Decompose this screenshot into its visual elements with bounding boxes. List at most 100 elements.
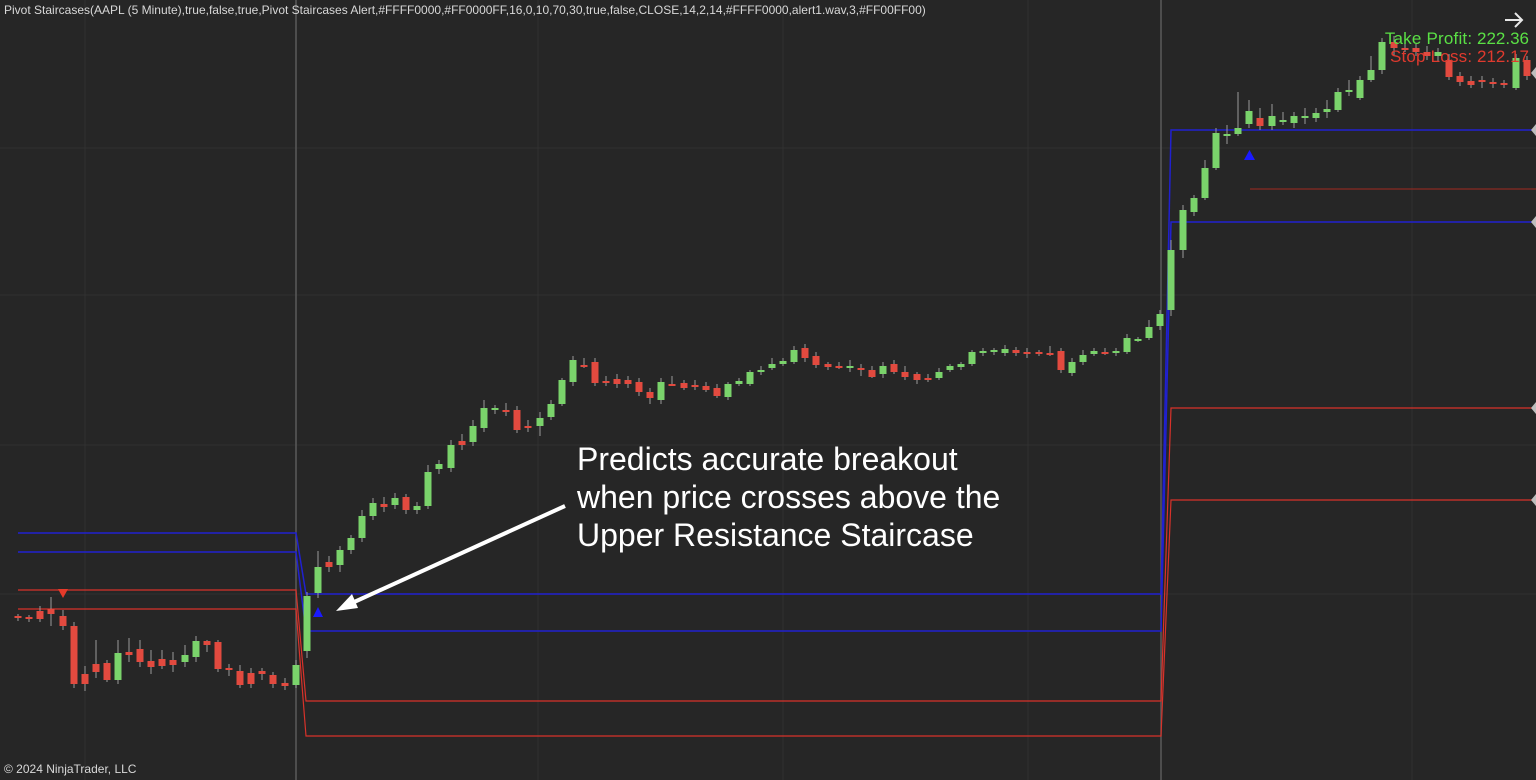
candlestick xyxy=(646,388,654,404)
candle-body xyxy=(1512,58,1520,88)
candle-body xyxy=(1334,92,1342,110)
annotation-line-3: Upper Resistance Staircase xyxy=(577,517,974,553)
candlestick xyxy=(913,372,921,384)
candlestick xyxy=(1057,348,1065,373)
candlestick xyxy=(1401,42,1409,52)
candlestick xyxy=(1035,350,1043,356)
candlestick xyxy=(347,535,355,554)
candle-body xyxy=(402,497,410,510)
candle-body xyxy=(835,366,843,368)
candle-body xyxy=(1156,314,1164,326)
candlestick xyxy=(668,376,676,386)
candle-body xyxy=(713,388,721,396)
candle-body xyxy=(1223,134,1231,136)
candlestick xyxy=(169,652,177,672)
triangle-down-icon xyxy=(58,589,68,598)
candle-body xyxy=(114,653,122,680)
candle-body xyxy=(1489,82,1497,84)
stop-loss-value: 212.17 xyxy=(1477,47,1529,66)
candle-body xyxy=(1390,42,1398,48)
candle-body xyxy=(680,383,688,388)
copyright-notice: © 2024 NinjaTrader, LLC xyxy=(4,762,137,776)
candlestick xyxy=(192,636,200,662)
candlestick xyxy=(901,366,909,380)
price-level-marker[interactable] xyxy=(1531,67,1536,79)
candle-body xyxy=(247,673,255,684)
candlestick xyxy=(524,420,532,432)
candle-body xyxy=(1023,352,1031,354)
stop-loss-caption: Stop Loss: xyxy=(1389,47,1473,66)
candlestick xyxy=(558,378,566,406)
candle-body xyxy=(1401,48,1409,50)
candlestick xyxy=(36,606,44,622)
candlestick xyxy=(768,358,776,370)
upper-support-staircase xyxy=(18,407,1536,702)
candle-body xyxy=(491,408,499,410)
candlestick xyxy=(1523,56,1531,80)
candle-body xyxy=(657,382,665,400)
candle-body xyxy=(1046,353,1054,355)
candle-body xyxy=(369,503,377,516)
take-profit-caption: Take Profit: xyxy=(1384,29,1473,48)
candle-body xyxy=(779,361,787,364)
candlestick xyxy=(1500,80,1508,88)
candle-body xyxy=(691,385,699,387)
candlestick xyxy=(824,362,832,370)
candle-body xyxy=(1134,339,1142,341)
candlestick xyxy=(1145,320,1153,340)
candlestick xyxy=(547,400,555,420)
candle-body xyxy=(214,642,222,669)
price-level-marker[interactable] xyxy=(1531,402,1536,414)
candle-body xyxy=(269,675,277,684)
price-level-marker[interactable] xyxy=(1531,124,1536,136)
candle-body xyxy=(70,626,78,684)
candle-body xyxy=(1290,116,1298,123)
candle-body xyxy=(258,671,266,674)
candle-body xyxy=(1245,111,1253,124)
candlesticks[interactable] xyxy=(14,36,1531,691)
candle-body xyxy=(1145,327,1153,338)
candle-body xyxy=(624,380,632,384)
candle-body xyxy=(846,366,854,368)
candlestick xyxy=(1268,104,1276,130)
lower-resistance-staircase xyxy=(18,221,1536,632)
price-level-marker[interactable] xyxy=(1531,216,1536,228)
candle-body xyxy=(1234,128,1242,134)
candle-body xyxy=(801,348,809,358)
candlestick xyxy=(1489,78,1497,88)
candle-body xyxy=(646,392,654,398)
candlestick xyxy=(236,665,244,688)
candle-body xyxy=(103,663,111,680)
candle-body xyxy=(1101,352,1109,354)
candlestick xyxy=(569,356,577,386)
candle-body xyxy=(1201,168,1209,198)
candlestick xyxy=(812,352,820,368)
annotation-line-1: Predicts accurate breakout xyxy=(577,441,958,477)
candlestick xyxy=(1012,347,1020,356)
candlestick xyxy=(70,622,78,688)
candle-body xyxy=(1456,76,1464,82)
candle-body xyxy=(1167,250,1175,310)
candlestick xyxy=(203,640,211,652)
candlestick xyxy=(702,382,710,392)
stop-loss-label: Stop Loss: 212.17 xyxy=(1390,47,1529,67)
price-axis-markers[interactable] xyxy=(1531,67,1536,506)
candle-body xyxy=(192,641,200,657)
candle-body xyxy=(1378,42,1386,70)
candlestick xyxy=(1079,350,1087,365)
price-level-marker[interactable] xyxy=(1531,494,1536,506)
candlestick xyxy=(469,420,477,446)
candle-body xyxy=(957,364,965,367)
candlestick xyxy=(114,640,122,684)
candlestick xyxy=(1356,76,1364,100)
candlestick xyxy=(1256,108,1264,130)
candle-body xyxy=(36,611,44,619)
arrow-right-icon[interactable] xyxy=(1502,8,1526,32)
candlestick xyxy=(635,378,643,396)
candle-body xyxy=(203,641,211,645)
candle-body xyxy=(1057,351,1065,370)
candlestick xyxy=(879,362,887,378)
candlestick xyxy=(136,640,144,667)
